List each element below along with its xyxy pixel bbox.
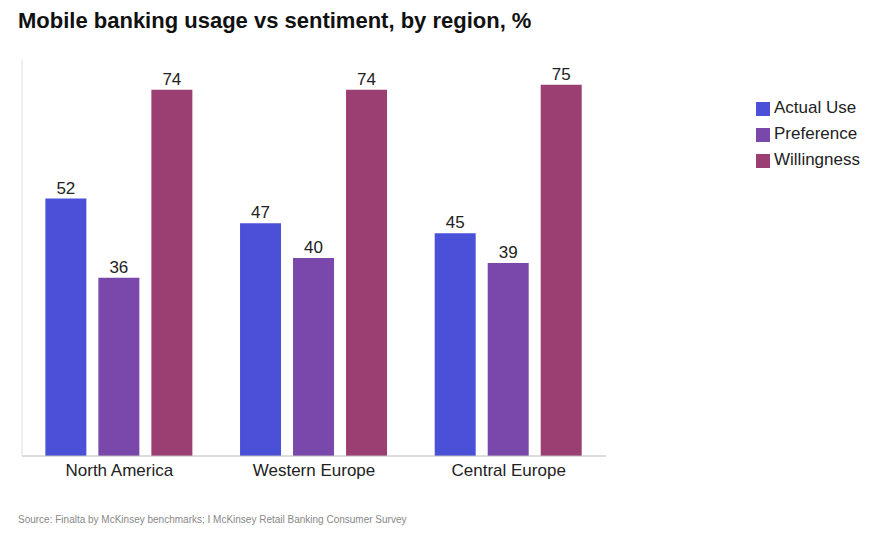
svg-text:74: 74: [162, 70, 181, 89]
svg-text:39: 39: [499, 243, 518, 262]
svg-text:45: 45: [446, 213, 465, 232]
svg-text:North America: North America: [65, 461, 173, 480]
svg-text:52: 52: [56, 179, 75, 198]
svg-text:75: 75: [552, 65, 571, 84]
svg-text:36: 36: [109, 258, 128, 277]
svg-text:74: 74: [357, 70, 376, 89]
html-text:Source: Finalta by McKinsey be: Source: Finalta by McKinsey benchmarks; …: [18, 514, 407, 525]
svg-text:40: 40: [304, 238, 323, 257]
html-text:Preference: Preference: [774, 124, 858, 143]
svg-text:Central Europe: Central Europe: [452, 461, 566, 480]
html-text:Willingness: Willingness: [774, 150, 860, 169]
svg-text:47: 47: [251, 203, 270, 222]
html-text:Mobile banking usage vs sentim: Mobile banking usage vs sentiment, by re…: [18, 8, 532, 33]
html-text:Actual Use: Actual Use: [774, 98, 857, 117]
svg-text:Western Europe: Western Europe: [253, 461, 376, 480]
